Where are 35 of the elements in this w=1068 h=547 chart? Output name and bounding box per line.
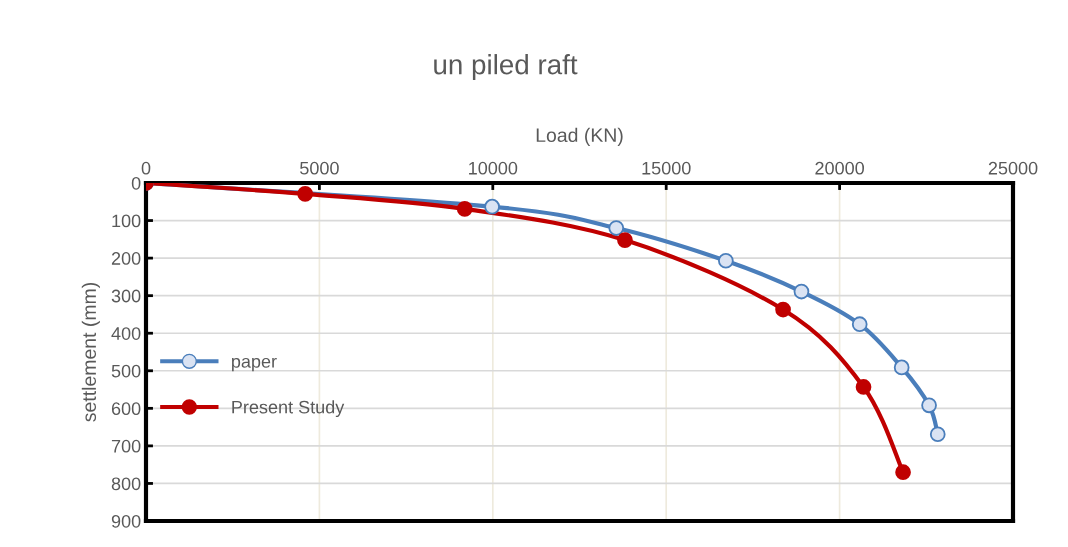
point — [775, 301, 791, 318]
x-tick-label: 10000 — [469, 161, 518, 175]
y-tick-label: 700 — [111, 439, 141, 453]
y-tick-label: 600 — [111, 402, 141, 416]
point — [895, 464, 911, 481]
legend-label: Present Study — [232, 400, 345, 418]
point — [608, 220, 625, 236]
y-tick-label: 500 — [111, 364, 141, 378]
x-tick-label: 20000 — [815, 161, 864, 175]
x-tick-label: 0 — [141, 161, 151, 175]
y-tick-label: 900 — [111, 514, 141, 528]
point — [793, 283, 810, 300]
y-tick-label: 400 — [111, 327, 141, 340]
point — [456, 201, 473, 217]
point — [921, 397, 937, 414]
x-tick-label: 15000 — [642, 161, 691, 175]
y-tick-label: 300 — [111, 289, 141, 303]
y-tick-label: 100 — [112, 214, 141, 228]
point — [718, 252, 734, 269]
legend-label: paper — [232, 357, 277, 372]
y-axis-title: settlement (mm) — [81, 282, 100, 422]
x-tick-label: 25000 — [988, 161, 1038, 175]
point — [851, 316, 868, 333]
x-axis-title: Load (KN) — [536, 127, 623, 146]
point — [893, 359, 910, 376]
chart-title: un piled raft — [434, 54, 578, 80]
point — [617, 232, 633, 248]
point — [484, 198, 500, 215]
y-tick-label: 200 — [111, 252, 141, 265]
y-tick-label: 800 — [111, 477, 141, 491]
y-tick-label: 0 — [131, 176, 141, 190]
x-tick-label: 5000 — [300, 161, 339, 175]
point — [297, 186, 314, 202]
point — [855, 379, 872, 395]
point — [929, 426, 946, 443]
